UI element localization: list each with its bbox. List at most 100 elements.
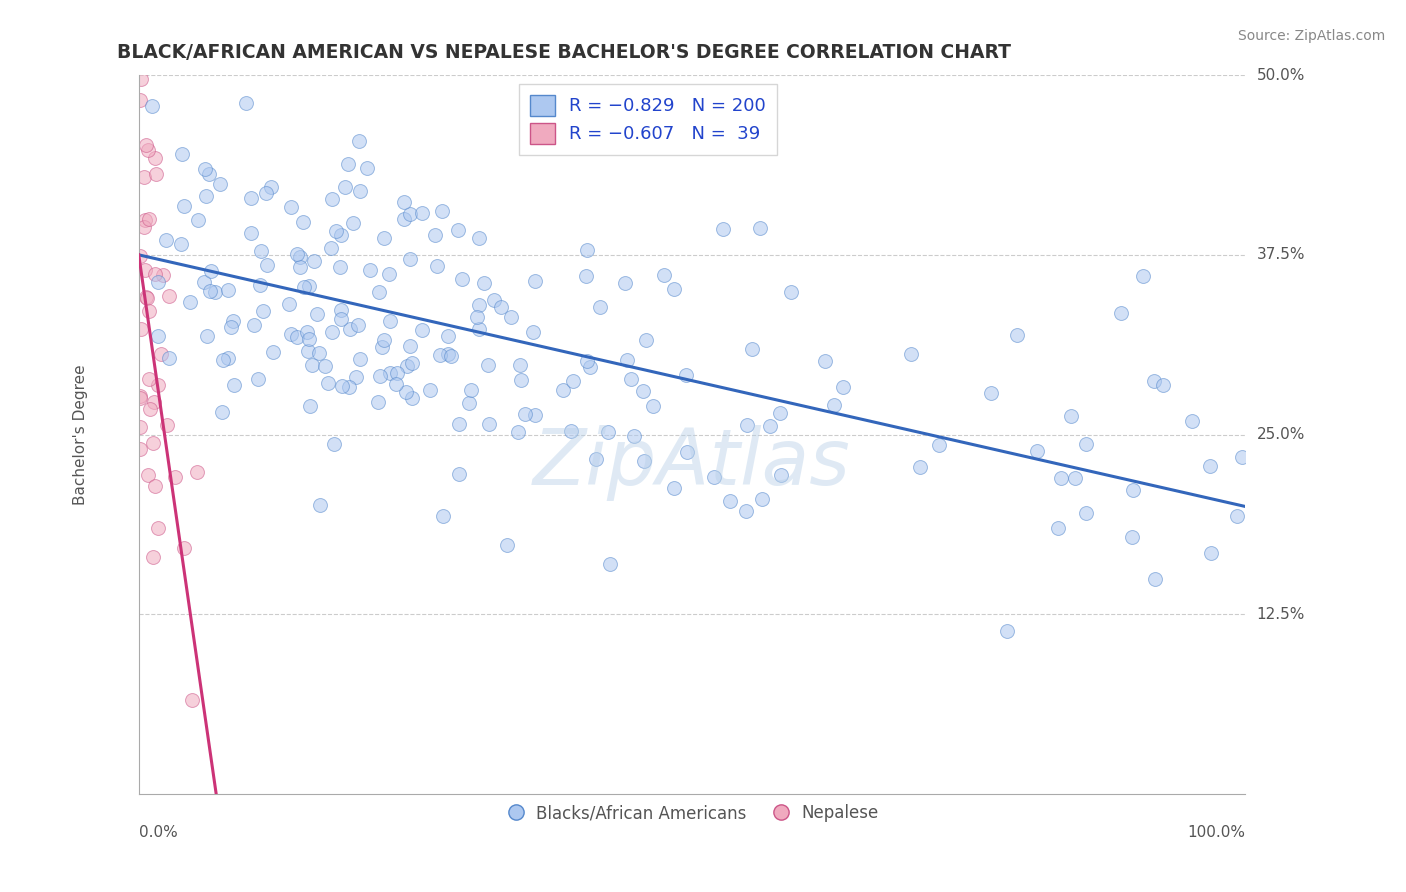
Text: 50.0%: 50.0% — [1257, 68, 1305, 83]
Point — [359, 263, 381, 277]
Point — [138, 372, 160, 386]
Point — [575, 354, 598, 368]
Point — [613, 276, 636, 290]
Point — [211, 404, 233, 418]
Point — [419, 383, 441, 397]
Point — [477, 358, 499, 372]
Point — [482, 293, 505, 307]
Point — [560, 424, 582, 438]
Point — [676, 445, 699, 459]
Point — [330, 227, 353, 242]
Point — [823, 399, 845, 413]
Point — [368, 285, 391, 300]
Point — [262, 345, 284, 359]
Point — [1226, 508, 1249, 523]
Point — [136, 291, 159, 305]
Point — [128, 388, 150, 402]
Point — [222, 377, 245, 392]
Point — [489, 300, 512, 314]
Point — [134, 263, 156, 277]
Point — [330, 379, 353, 393]
Point — [643, 400, 665, 414]
Point — [749, 220, 772, 235]
Point — [832, 379, 855, 393]
Point — [1181, 414, 1204, 428]
Point — [134, 169, 156, 184]
Point — [280, 327, 302, 342]
Point — [288, 250, 311, 264]
Point — [675, 368, 697, 382]
Point — [329, 311, 352, 326]
Point — [449, 417, 471, 431]
Point — [366, 394, 388, 409]
Point — [132, 47, 155, 62]
Point — [209, 177, 232, 191]
Point — [398, 207, 420, 221]
Point — [385, 366, 408, 380]
Point — [468, 322, 491, 336]
Point — [128, 420, 150, 434]
Point — [278, 297, 301, 311]
Point — [280, 200, 302, 214]
Point — [143, 151, 166, 165]
Point — [429, 348, 451, 362]
Point — [495, 538, 517, 552]
Point — [187, 213, 209, 227]
Point — [1050, 471, 1073, 485]
Point — [256, 258, 278, 272]
Point — [392, 212, 415, 227]
Point — [143, 394, 166, 409]
Point — [513, 408, 536, 422]
Point — [128, 391, 150, 405]
Point — [759, 419, 782, 434]
Point — [652, 268, 675, 282]
Point — [523, 274, 546, 288]
Point — [221, 319, 243, 334]
Point — [299, 399, 322, 413]
Point — [252, 303, 274, 318]
Point — [908, 459, 931, 474]
Point — [138, 304, 160, 318]
Point — [711, 221, 734, 235]
Point — [339, 322, 361, 336]
Point — [349, 135, 371, 149]
Point — [319, 241, 342, 255]
Point — [447, 223, 470, 237]
Point — [394, 194, 416, 209]
Point — [146, 378, 169, 392]
Point — [1047, 521, 1070, 535]
Point — [152, 268, 174, 283]
Point — [508, 425, 530, 440]
Point — [254, 186, 277, 201]
Point — [212, 352, 235, 367]
Point — [662, 282, 685, 296]
Point — [295, 325, 318, 339]
Point — [342, 216, 364, 230]
Point — [553, 384, 575, 398]
Point — [623, 429, 645, 443]
Point — [1005, 328, 1028, 343]
Point — [596, 425, 619, 439]
Point — [411, 205, 433, 219]
Point — [146, 521, 169, 535]
Point — [401, 391, 423, 405]
Point — [145, 167, 167, 181]
Point — [128, 93, 150, 107]
Point — [378, 367, 401, 381]
Point — [344, 370, 367, 384]
Point — [157, 289, 180, 303]
Point — [336, 157, 359, 171]
Point — [138, 212, 160, 227]
Point — [1230, 450, 1253, 464]
Point — [128, 442, 150, 457]
Point — [378, 267, 401, 281]
Point — [1132, 269, 1154, 284]
Point — [136, 467, 159, 482]
Point — [1152, 377, 1174, 392]
Point — [136, 143, 159, 157]
Text: 0.0%: 0.0% — [139, 824, 177, 839]
Point — [395, 359, 418, 373]
Point — [349, 351, 371, 366]
Point — [329, 260, 352, 275]
Point — [131, 72, 153, 87]
